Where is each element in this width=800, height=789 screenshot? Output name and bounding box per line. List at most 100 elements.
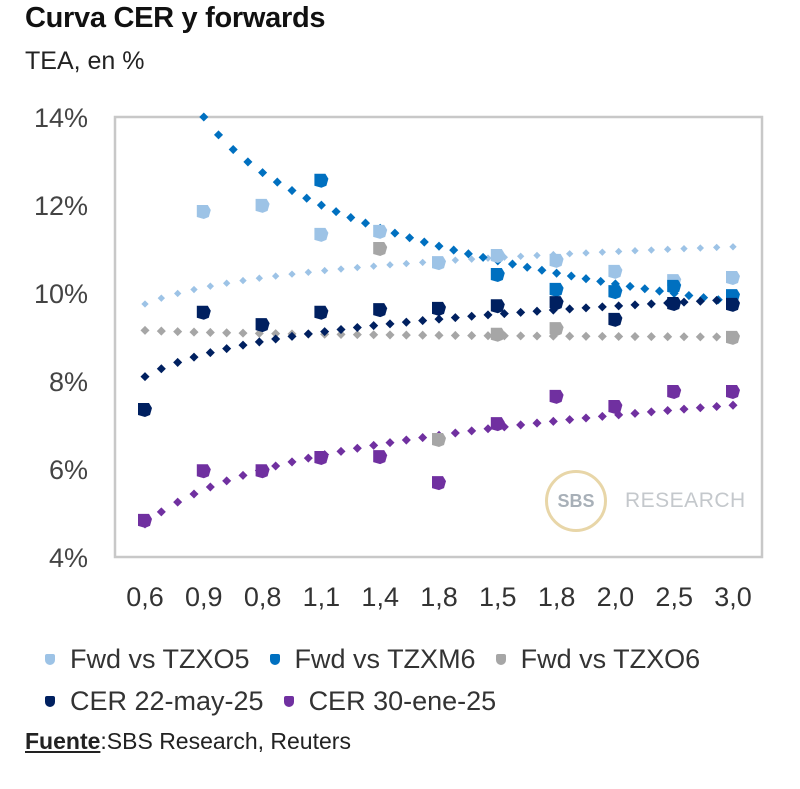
data-point [314, 227, 329, 242]
chart-legend: Fwd vs TZXO5 Fwd vs TZXM6 Fwd vs TZXO6 CER … [45, 638, 720, 722]
trendline-dot [695, 332, 705, 342]
x-tick-label: 1,4 [361, 582, 399, 612]
trendline-dot [646, 299, 656, 309]
legend-marker-icon [45, 653, 55, 665]
data-point [373, 242, 388, 256]
x-tick-label: 0,6 [126, 582, 164, 612]
x-tick-label: 3,0 [714, 582, 752, 612]
trendline-dot [199, 112, 209, 122]
data-point [667, 385, 682, 399]
data-point [549, 389, 564, 404]
x-tick-label: 2,5 [655, 582, 693, 612]
legend-item: Fwd vs TZXO6 [495, 638, 700, 680]
trendline-dot [190, 285, 198, 294]
trendline-dot [565, 304, 575, 314]
y-tick-label: 14% [34, 103, 88, 133]
data-point [608, 264, 623, 279]
data-point [490, 267, 505, 282]
x-tick-label: 1,8 [420, 582, 458, 612]
legend-item: Fwd vs TZXM6 [269, 638, 476, 680]
trendline-dot [346, 213, 356, 223]
y-tick-label: 6% [49, 455, 88, 485]
trendline-dot [507, 259, 518, 269]
trendline-dot [156, 364, 166, 374]
trendline-dot [630, 332, 640, 342]
trendline-dot [712, 332, 722, 342]
data-point [608, 285, 623, 300]
data-point [726, 297, 740, 312]
legend-marker-icon [495, 653, 506, 665]
chart: 4% 6% 8% 10% 12% 14% 0,6 0,9 0,8 1,1 1,4 1,8 1,5 1,8… [34, 103, 764, 612]
data-point [196, 205, 211, 220]
trendline-dot [663, 245, 672, 254]
data-point [432, 256, 446, 271]
trendline-dot [205, 482, 215, 492]
trendline-dot [522, 262, 532, 272]
trendline-dot [451, 256, 460, 264]
trendline-dot [548, 416, 558, 426]
trendline-dot [140, 325, 150, 335]
legend-label: Fwd vs TZXO5 [70, 644, 250, 674]
trendline-dot [597, 331, 607, 341]
data-point [490, 249, 505, 264]
trendline-dot [272, 177, 282, 187]
trendline-dot [418, 258, 427, 267]
x-tick-label: 1,5 [479, 582, 517, 612]
trendline-dot [222, 279, 231, 287]
trendline-dot [565, 415, 575, 425]
watermark-text: RESEARCH [625, 489, 746, 512]
legend-marker-icon [45, 695, 55, 707]
trendline-dot [552, 268, 562, 278]
trendline-dot [304, 268, 313, 276]
data-point [138, 513, 152, 528]
trendline-dot [222, 476, 232, 486]
trendline-dot [597, 302, 607, 312]
trendline-dot [614, 301, 624, 311]
trendline-dot [238, 470, 248, 480]
trendline-dot [206, 282, 215, 290]
x-tick-label: 1,8 [538, 582, 576, 612]
data-point [667, 279, 682, 294]
data-point [255, 198, 270, 213]
data-point [667, 297, 682, 311]
trendline-dot [156, 326, 166, 336]
trendline-dot [402, 259, 411, 268]
legend-label: Fwd vs TZXM6 [294, 644, 476, 674]
chart-title: Curva CER y forwards [25, 2, 326, 34]
trendline-dot [565, 250, 574, 258]
trendline-dot [419, 237, 429, 247]
data-point [432, 301, 446, 316]
legend-item: CER 22-may-25 [45, 680, 264, 722]
trendline-dot [140, 372, 150, 382]
trendline-dot [255, 274, 264, 282]
x-tick-label: 1,1 [303, 582, 341, 612]
trendline-dot [141, 300, 149, 308]
data-point [432, 476, 446, 491]
trendline-dot [565, 331, 575, 341]
trendline-dot [353, 263, 362, 272]
y-tick-label: 4% [49, 543, 88, 573]
trendline-dot [597, 411, 607, 421]
data-point [490, 417, 505, 432]
trendline-dot [696, 244, 705, 252]
x-tick-label: 0,8 [244, 582, 282, 612]
legend-row: CER 22-may-25 CER 30-ene-25 [45, 680, 720, 722]
data-point [490, 327, 505, 342]
data-point [726, 330, 740, 345]
source-note: Fuente:SBS Research, Reuters [25, 728, 351, 755]
trendline-dot [581, 331, 591, 341]
data-point [608, 399, 623, 414]
data-point [373, 224, 388, 239]
trendline-dot [213, 130, 224, 140]
data-points [138, 173, 740, 528]
trendline-dot [205, 348, 215, 358]
trendline-dot [156, 507, 166, 517]
trendline-dot [222, 344, 232, 354]
data-point [549, 253, 564, 268]
trendline-dot [631, 247, 639, 255]
data-point [314, 173, 329, 188]
data-point [138, 403, 152, 418]
data-point [373, 303, 388, 318]
trendline-dot [337, 265, 345, 273]
legend-item: CER 30-ene-25 [283, 680, 496, 722]
